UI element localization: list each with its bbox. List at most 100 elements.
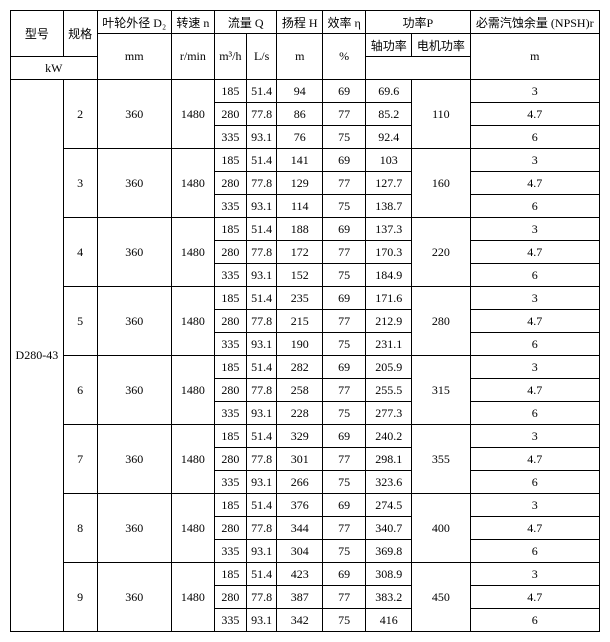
cell-spec: 2 [63, 80, 97, 149]
cell-head: 129 [277, 172, 323, 195]
cell-eff: 75 [323, 540, 366, 563]
cell-d2: 360 [97, 563, 171, 632]
cell-flow-m3h: 335 [214, 540, 246, 563]
cell-d2: 360 [97, 149, 171, 218]
cell-shaft-power: 308.9 [366, 563, 412, 586]
cell-head: 304 [277, 540, 323, 563]
cell-eff: 75 [323, 402, 366, 425]
cell-npsh: 3 [470, 80, 600, 103]
cell-flow-ls: 77.8 [246, 586, 277, 609]
cell-speed: 1480 [171, 287, 214, 356]
cell-head: 141 [277, 149, 323, 172]
cell-npsh: 6 [470, 471, 600, 494]
cell-npsh: 3 [470, 494, 600, 517]
cell-spec: 9 [63, 563, 97, 632]
cell-flow-ls: 77.8 [246, 310, 277, 333]
cell-flow-m3h: 335 [214, 333, 246, 356]
cell-shaft-power: 103 [366, 149, 412, 172]
cell-flow-ls: 77.8 [246, 448, 277, 471]
header-head: 扬程 H [277, 11, 323, 34]
cell-flow-ls: 93.1 [246, 126, 277, 149]
cell-eff: 77 [323, 310, 366, 333]
cell-flow-m3h: 335 [214, 264, 246, 287]
cell-flow-ls: 51.4 [246, 356, 277, 379]
cell-flow-m3h: 335 [214, 402, 246, 425]
table-row: 8360148018551.437669274.54003 [11, 494, 600, 517]
cell-speed: 1480 [171, 218, 214, 287]
unit-m-head: m [277, 34, 323, 80]
cell-flow-m3h: 280 [214, 241, 246, 264]
table-header: 型号 规格 叶轮外径 D₂ 转速 n 流量 Q 扬程 H 效率 η 功率P 必需… [11, 11, 600, 80]
table-row: 3360148018551.4141691031603 [11, 149, 600, 172]
cell-head: 190 [277, 333, 323, 356]
cell-npsh: 6 [470, 126, 600, 149]
cell-npsh: 3 [470, 218, 600, 241]
cell-motor-power: 400 [412, 494, 470, 563]
header-motor-power: 电机功率 [412, 34, 470, 57]
cell-speed: 1480 [171, 80, 214, 149]
cell-shaft-power: 127.7 [366, 172, 412, 195]
cell-flow-ls: 77.8 [246, 241, 277, 264]
cell-eff: 75 [323, 195, 366, 218]
cell-head: 266 [277, 471, 323, 494]
cell-head: 376 [277, 494, 323, 517]
cell-eff: 69 [323, 218, 366, 241]
cell-spec: 6 [63, 356, 97, 425]
cell-shaft-power: 137.3 [366, 218, 412, 241]
table-row: 4360148018551.418869137.32203 [11, 218, 600, 241]
cell-flow-m3h: 185 [214, 218, 246, 241]
header-npsh: 必需汽蚀余量 (NPSH)r [470, 11, 600, 34]
cell-npsh: 3 [470, 287, 600, 310]
cell-flow-ls: 77.8 [246, 379, 277, 402]
cell-npsh: 6 [470, 264, 600, 287]
cell-npsh: 3 [470, 149, 600, 172]
cell-shaft-power: 416 [366, 609, 412, 632]
unit-kw: kW [11, 57, 98, 80]
cell-npsh: 4.7 [470, 379, 600, 402]
cell-flow-m3h: 185 [214, 80, 246, 103]
cell-eff: 77 [323, 586, 366, 609]
cell-flow-m3h: 185 [214, 494, 246, 517]
header-speed: 转速 n [171, 11, 214, 34]
cell-npsh: 6 [470, 609, 600, 632]
cell-motor-power: 315 [412, 356, 470, 425]
cell-head: 172 [277, 241, 323, 264]
cell-npsh: 6 [470, 540, 600, 563]
cell-flow-ls: 51.4 [246, 80, 277, 103]
cell-flow-ls: 51.4 [246, 218, 277, 241]
cell-head: 188 [277, 218, 323, 241]
cell-head: 76 [277, 126, 323, 149]
cell-shaft-power: 340.7 [366, 517, 412, 540]
cell-npsh: 6 [470, 195, 600, 218]
cell-head: 152 [277, 264, 323, 287]
cell-flow-ls: 51.4 [246, 425, 277, 448]
cell-eff: 75 [323, 471, 366, 494]
cell-flow-m3h: 280 [214, 103, 246, 126]
cell-npsh: 4.7 [470, 310, 600, 333]
cell-npsh: 3 [470, 425, 600, 448]
cell-flow-ls: 51.4 [246, 563, 277, 586]
cell-flow-ls: 93.1 [246, 195, 277, 218]
cell-head: 301 [277, 448, 323, 471]
header-impeller: 叶轮外径 D₂ [97, 11, 171, 34]
cell-spec: 5 [63, 287, 97, 356]
cell-eff: 69 [323, 356, 366, 379]
cell-head: 387 [277, 586, 323, 609]
cell-flow-m3h: 280 [214, 517, 246, 540]
cell-flow-m3h: 185 [214, 356, 246, 379]
cell-motor-power: 450 [412, 563, 470, 632]
cell-head: 86 [277, 103, 323, 126]
cell-motor-power: 110 [412, 80, 470, 149]
cell-flow-m3h: 185 [214, 563, 246, 586]
cell-eff: 69 [323, 563, 366, 586]
cell-flow-m3h: 335 [214, 471, 246, 494]
cell-flow-m3h: 185 [214, 149, 246, 172]
cell-flow-ls: 77.8 [246, 517, 277, 540]
cell-shaft-power: 85.2 [366, 103, 412, 126]
table-row: 9360148018551.442369308.94503 [11, 563, 600, 586]
cell-d2: 360 [97, 356, 171, 425]
unit-m3h: m³/h [214, 34, 246, 80]
cell-head: 228 [277, 402, 323, 425]
cell-flow-m3h: 280 [214, 310, 246, 333]
cell-motor-power: 280 [412, 287, 470, 356]
